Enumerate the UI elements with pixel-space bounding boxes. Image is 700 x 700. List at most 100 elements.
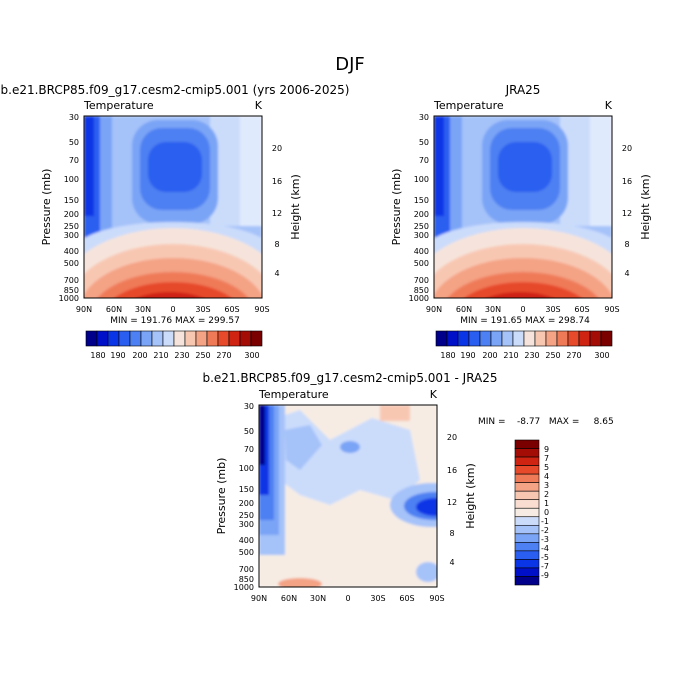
x-tick: 0: [520, 305, 525, 314]
colorbar-swatch: [556, 330, 569, 347]
colorbar-swatch: [514, 507, 540, 518]
colorbar-label: 300: [244, 351, 259, 360]
x-tick: 90S: [429, 594, 444, 603]
colorbar-label: 300: [594, 351, 609, 360]
y-tick: 70: [69, 156, 79, 165]
y-right-tick: 8: [274, 240, 279, 249]
x-tick: 60N: [106, 305, 122, 314]
colorbar-swatch: [85, 330, 98, 347]
colorbar-label: 250: [545, 351, 560, 360]
colorbar-swatch: [512, 330, 525, 347]
panel-model-left-label: Temperature: [83, 99, 154, 112]
colorbar-model: [85, 330, 263, 347]
colorbar-swatch: [96, 330, 109, 347]
colorbar-label: 230: [174, 351, 189, 360]
panel-diff-stats: MIN = -8.77 MAX = 8.65: [478, 417, 614, 427]
colorbar-label: 200: [482, 351, 497, 360]
panel-obs-y-ticks: 30 50 70 100 150 200 250 300 400 500 700…: [409, 113, 429, 303]
y-right-tick: 12: [272, 209, 282, 218]
y-tick: 850: [64, 286, 79, 295]
y-tick: 100: [414, 175, 429, 184]
y-tick: 30: [244, 402, 254, 411]
panel-model: b.e21.BRCP85.f09_g17.cesm2-cmip5.001 (yr…: [1, 83, 350, 326]
colorbar-swatch: [446, 330, 459, 347]
colorbar-swatch: [206, 330, 219, 347]
x-tick: 60N: [456, 305, 472, 314]
x-tick: 30N: [485, 305, 501, 314]
panel-obs-title: JRA25: [505, 83, 541, 97]
y-tick: 200: [414, 210, 429, 219]
colorbar-swatch: [514, 465, 540, 475]
colorbar-swatch: [514, 439, 540, 449]
colorbar-label: 230: [524, 351, 539, 360]
colorbar-swatch: [228, 330, 241, 347]
colorbar-label: 190: [460, 351, 475, 360]
colorbar-swatch: [523, 330, 536, 347]
colorbar-label: 270: [566, 351, 581, 360]
panel-obs-y-right-ticks: 20 16 12 8 4: [622, 144, 632, 278]
colorbar-swatch: [514, 456, 540, 466]
x-tick: 30N: [135, 305, 151, 314]
colorbar-swatch: [195, 330, 208, 347]
panel-diff-y-ticks: 30 50 70 100 150 200 250 300 400 500 700…: [234, 402, 254, 592]
panel-model-y-label: Pressure (mb): [40, 169, 53, 246]
y-tick: 700: [239, 565, 254, 574]
colorbar-label: 250: [195, 351, 210, 360]
y-tick: 1000: [409, 294, 429, 303]
colorbar-label: 9: [544, 445, 549, 454]
x-tick: 0: [345, 594, 350, 603]
y-tick: 850: [414, 286, 429, 295]
colorbar-swatch: [173, 330, 186, 347]
y-tick: 400: [414, 247, 429, 256]
x-tick: 60S: [574, 305, 589, 314]
panel-model-y-right-label: Height (km): [289, 174, 302, 240]
y-tick: 200: [239, 499, 254, 508]
colorbar-label: 1: [544, 499, 549, 508]
colorbar-swatch: [107, 330, 120, 347]
y-tick: 1000: [59, 294, 79, 303]
page-title: DJF: [335, 54, 365, 75]
panel-model-field: [84, 116, 262, 298]
panel-diff-frame: [258, 404, 438, 588]
y-right-tick: 20: [272, 144, 282, 153]
colorbar-obs-labels: 180 190 200 210 230 250 270 290 300: [440, 351, 609, 360]
panel-obs-field: [434, 116, 612, 298]
panel-model-right-label: K: [255, 99, 263, 112]
y-tick: 850: [239, 575, 254, 584]
panel-diff-x-ticks: 90N 60N 30N 0 30S 60S 90S: [251, 594, 445, 603]
y-tick: 700: [64, 276, 79, 285]
colorbar-swatch: [118, 330, 131, 347]
colorbar-swatch: [250, 330, 263, 347]
x-tick: 30S: [545, 305, 560, 314]
colorbar-model-labels: 180 190 200 210 230 250 270 290 300: [90, 351, 259, 360]
colorbar-swatch: [239, 330, 252, 347]
panel-diff: b.e21.BRCP85.f09_g17.cesm2-cmip5.001 - J…: [202, 371, 613, 603]
panel-obs-stats: MIN = 191.65 MAX = 298.74: [460, 316, 590, 326]
panel-obs-left-label: Temperature: [433, 99, 504, 112]
panel-model-stats: MIN = 191.76 MAX = 299.57: [110, 316, 240, 326]
colorbar-swatch: [545, 330, 558, 347]
colorbar-label: -7: [541, 562, 549, 571]
y-tick: 250: [414, 222, 429, 231]
panel-diff-field: [259, 405, 437, 587]
colorbar-label: -1: [541, 517, 549, 526]
y-tick: 30: [419, 113, 429, 122]
y-tick: 100: [239, 464, 254, 473]
colorbar-label: 7: [544, 454, 549, 463]
colorbar-swatch: [514, 482, 540, 492]
panel-obs: JRA25 Temperature K: [390, 83, 652, 326]
y-right-tick: 12: [447, 498, 457, 507]
y-tick: 250: [64, 222, 79, 231]
colorbar-swatch: [457, 330, 470, 347]
panel-model-x-ticks: 90N 60N 30N 0 30S 60S 90S: [76, 305, 270, 314]
x-tick: 90S: [604, 305, 619, 314]
colorbar-label: 5: [544, 463, 549, 472]
colorbar-swatch: [514, 576, 540, 586]
colorbar-swatch: [514, 550, 540, 560]
colorbar-swatch: [129, 330, 142, 347]
colorbar-swatch: [468, 330, 481, 347]
colorbar-diff-labels: 9 7 5 4 3 2 1 0 -1 -2 -3 -4 -5 -7 -9: [541, 445, 549, 580]
panel-diff-y-label: Pressure (mb): [215, 458, 228, 535]
colorbar-swatch: [514, 448, 540, 458]
